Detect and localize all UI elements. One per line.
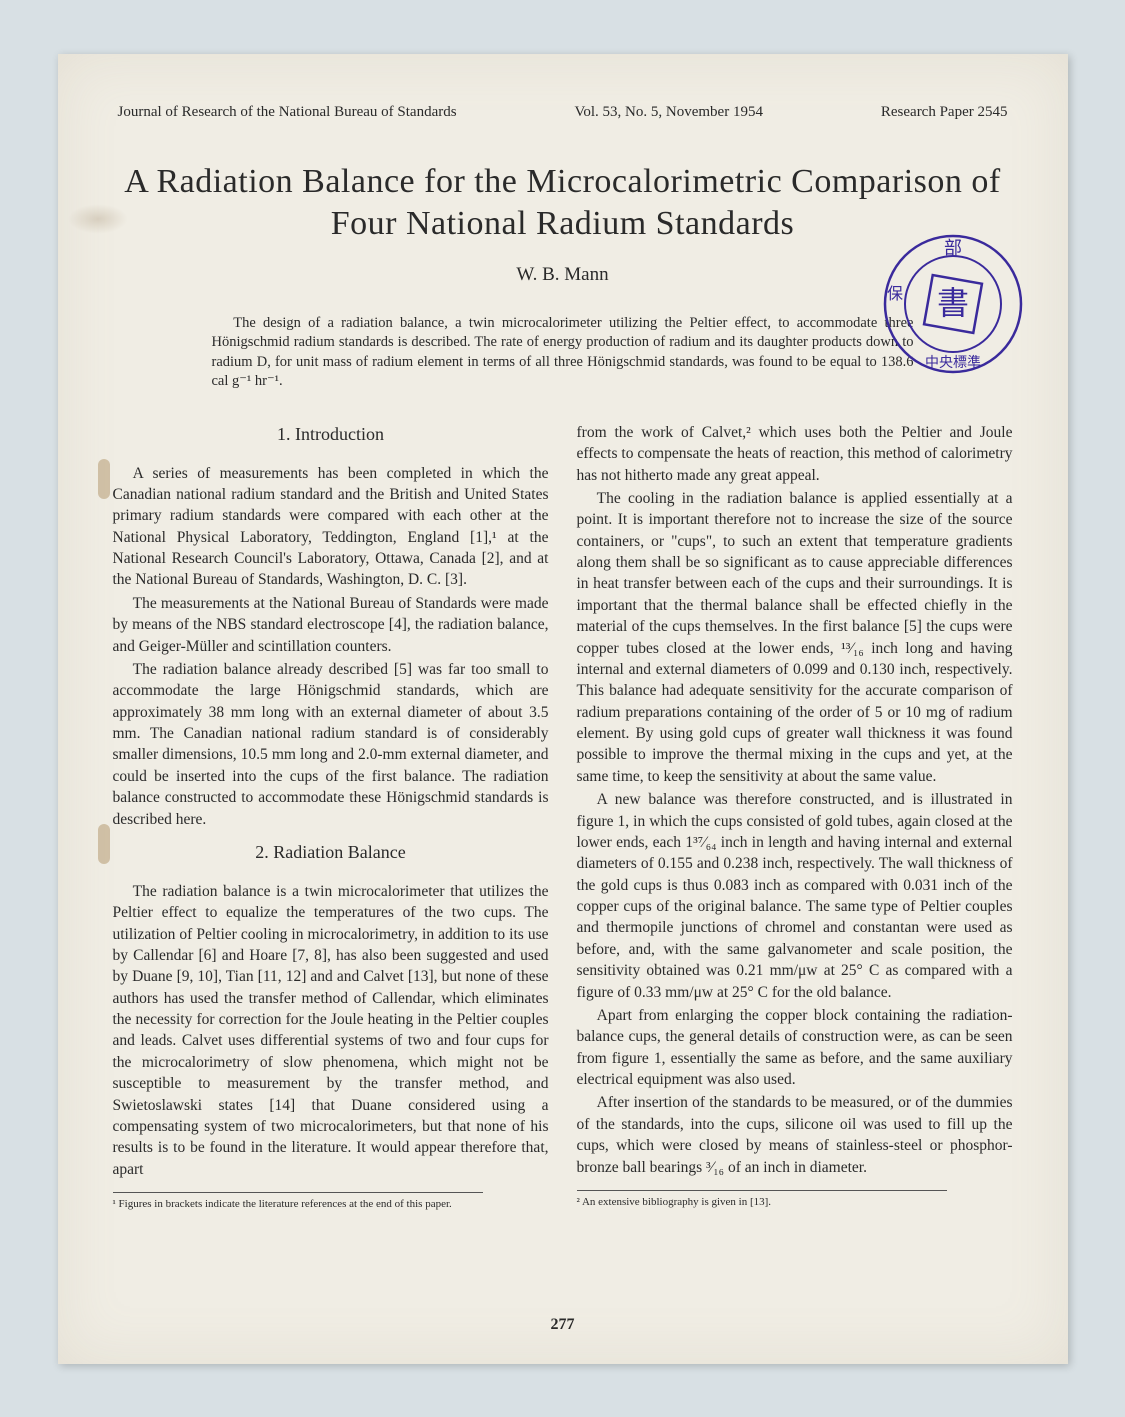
body-paragraph: A series of measurements has been comple… bbox=[113, 463, 549, 591]
body-paragraph: After insertion of the standards to be m… bbox=[577, 1092, 1013, 1178]
author-name: W. B. Mann bbox=[113, 264, 1013, 286]
journal-name: Journal of Research of the National Bure… bbox=[118, 104, 457, 121]
body-columns: 1. Introduction A series of measurements… bbox=[113, 422, 1013, 1212]
svg-text:保: 保 bbox=[886, 285, 902, 303]
article-title: A Radiation Balance for the Microcalorim… bbox=[113, 161, 1013, 246]
left-column: 1. Introduction A series of measurements… bbox=[113, 422, 549, 1212]
footnote-right: ² An extensive bibliography is given in … bbox=[577, 1190, 948, 1210]
abstract-text: The design of a radiation balance, a twi… bbox=[212, 314, 914, 392]
paper-stain bbox=[98, 459, 110, 499]
body-paragraph: The measurements at the National Bureau … bbox=[113, 593, 549, 657]
issue-info: Vol. 53, No. 5, November 1954 bbox=[574, 104, 762, 121]
paper-id: Research Paper 2545 bbox=[881, 104, 1008, 121]
body-paragraph: Apart from enlarging the copper block co… bbox=[577, 1005, 1013, 1091]
body-paragraph: The radiation balance already described … bbox=[113, 659, 549, 830]
svg-text:書: 書 bbox=[936, 285, 968, 321]
paper-stain bbox=[98, 824, 110, 864]
paper-stain bbox=[68, 204, 128, 234]
svg-text:中央標準: 中央標準 bbox=[925, 355, 981, 371]
right-column: from the work of Calvet,² which uses bot… bbox=[577, 422, 1013, 1212]
document-page: Journal of Research of the National Bure… bbox=[58, 54, 1068, 1364]
body-paragraph: A new balance was therefore constructed,… bbox=[577, 789, 1013, 1003]
section-heading: 2. Radiation Balance bbox=[113, 840, 549, 865]
page-number: 277 bbox=[551, 1316, 575, 1334]
running-header: Journal of Research of the National Bure… bbox=[113, 104, 1013, 121]
footnote-left: ¹ Figures in brackets indicate the liter… bbox=[113, 1192, 484, 1212]
abstract-block: The design of a radiation balance, a twi… bbox=[212, 314, 914, 392]
body-paragraph: The cooling in the radiation balance is … bbox=[577, 488, 1013, 787]
section-heading: 1. Introduction bbox=[113, 422, 549, 447]
body-paragraph: The radiation balance is a twin microcal… bbox=[113, 881, 549, 1180]
body-paragraph: from the work of Calvet,² which uses bot… bbox=[577, 422, 1013, 486]
